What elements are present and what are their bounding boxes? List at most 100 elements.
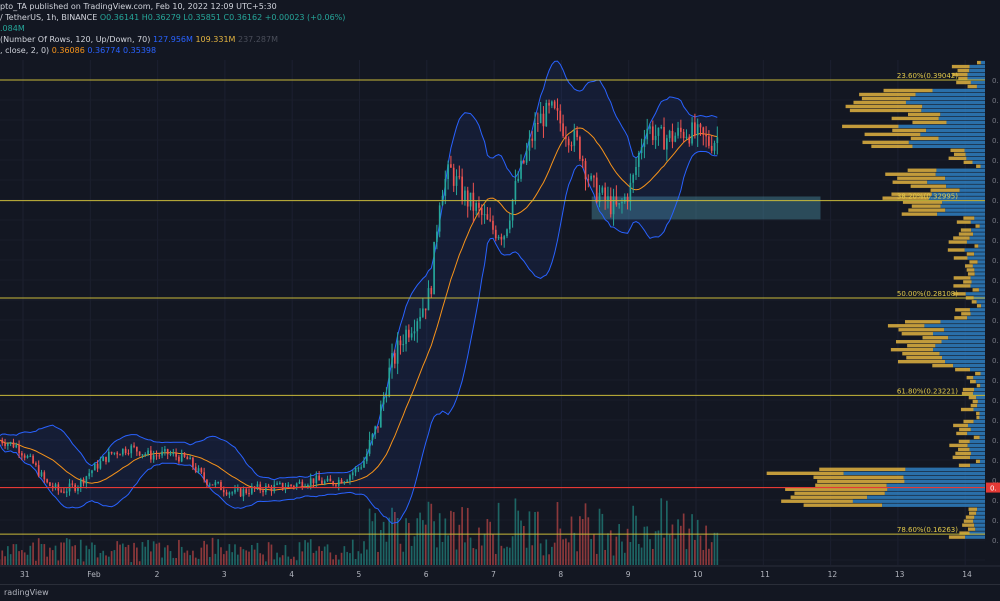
vp-row-down: [897, 177, 945, 180]
volume-bar: [442, 542, 444, 565]
fib-label: 38.20%(0.32995): [897, 193, 958, 201]
volume-bar: [450, 511, 452, 565]
vp-row-down: [767, 472, 844, 475]
volume-bar: [616, 537, 618, 565]
vp-row-down: [865, 133, 921, 136]
vp-row-down: [859, 93, 915, 96]
candle-body: [618, 203, 620, 204]
volume-bar: [136, 548, 138, 565]
candle-body: [86, 476, 88, 483]
vp-row-up: [887, 484, 985, 487]
candle-body: [4, 443, 6, 446]
volume-bar: [506, 547, 508, 565]
candle-body: [646, 129, 648, 140]
candle-body: [63, 492, 65, 493]
volume-bar: [147, 540, 149, 565]
volume-bar: [680, 526, 682, 565]
tradingview-brand: radingView: [4, 588, 49, 597]
vp-row-down: [902, 332, 933, 335]
volume-bar: [97, 557, 99, 565]
vp-row-up: [965, 149, 985, 152]
vp-row-up: [937, 212, 985, 215]
price-tick-label: 0.: [992, 197, 999, 205]
volume-bar: [540, 543, 542, 565]
vp-row-down: [931, 189, 960, 192]
vp-row-down: [954, 153, 966, 156]
candle-body: [94, 464, 96, 471]
volume-bar: [565, 539, 567, 565]
volume-bar: [105, 555, 107, 565]
price-tick-label: 0.: [992, 277, 999, 285]
vp-row-up: [974, 268, 985, 271]
vp-row-up: [971, 228, 985, 231]
candle-body: [41, 472, 43, 476]
candle-body: [425, 309, 427, 311]
candle-body: [293, 486, 295, 487]
volume-bar: [276, 553, 278, 565]
candle-body: [453, 168, 455, 186]
volume-bar: [596, 554, 598, 565]
candle-body: [458, 176, 460, 177]
bb-label: , close, 2, 0): [0, 46, 49, 55]
volume-bar: [142, 542, 144, 565]
time-tick-label: 4: [289, 570, 294, 579]
candle-body: [142, 454, 144, 455]
candle-body: [705, 135, 707, 137]
vp-row-up: [981, 165, 985, 168]
vp-row-up: [936, 173, 985, 176]
vp-row-up: [933, 89, 985, 92]
candle-body: [360, 467, 362, 468]
candle-body: [405, 330, 407, 344]
candle-body: [576, 130, 578, 137]
price-tick-label: 0.: [992, 517, 999, 525]
candle-body: [397, 340, 399, 363]
volume-bar: [405, 518, 407, 565]
volume-bar: [63, 543, 65, 565]
candle-body: [220, 482, 222, 490]
candle-body: [416, 321, 418, 331]
price-tick-label: 0.: [992, 497, 999, 505]
candle-body: [559, 111, 561, 124]
vp-row-up: [970, 236, 985, 239]
volume-bar: [635, 516, 637, 565]
candle-body: [161, 451, 163, 455]
bb-fill: [0, 61, 717, 523]
time-tick-label: 12: [828, 570, 838, 579]
candle-body: [632, 175, 634, 183]
vp-row-down: [846, 105, 923, 108]
candle-body: [582, 159, 584, 161]
vp-row-down: [908, 208, 945, 211]
candle-body: [694, 122, 696, 135]
volume-bar: [716, 533, 718, 565]
volume-bar: [215, 554, 217, 565]
candle-body: [209, 484, 211, 485]
candle-body: [167, 449, 169, 454]
vp-row-down: [885, 173, 935, 176]
price-tick-label: 0.: [992, 97, 999, 105]
candle-body: [386, 396, 388, 397]
candle-body: [49, 482, 51, 486]
volume-bar: [285, 545, 287, 565]
ohlc-values: O0.36141 H0.36279 L0.35851 C0.36162 +0.0…: [100, 13, 346, 22]
volume-bar: [579, 516, 581, 565]
candle-body: [585, 161, 587, 179]
candle-body: [520, 161, 522, 179]
volume-bar: [321, 551, 323, 565]
vrvp-total: 237.287M: [238, 35, 278, 44]
vp-row-up: [976, 511, 985, 514]
volume-bar: [114, 550, 116, 565]
candle-body: [503, 236, 505, 239]
candle-body: [610, 196, 612, 214]
volume-bar: [262, 554, 264, 565]
volume-bar: [481, 546, 483, 565]
volume-bar: [694, 540, 696, 565]
vp-row-down: [968, 272, 975, 275]
volume-bar: [551, 547, 553, 565]
vrvp-down: 109.331M: [195, 35, 235, 44]
volume-bar: [683, 514, 685, 565]
candle-body: [327, 479, 329, 482]
volume-bar: [80, 540, 82, 565]
vp-row-down: [911, 137, 939, 140]
